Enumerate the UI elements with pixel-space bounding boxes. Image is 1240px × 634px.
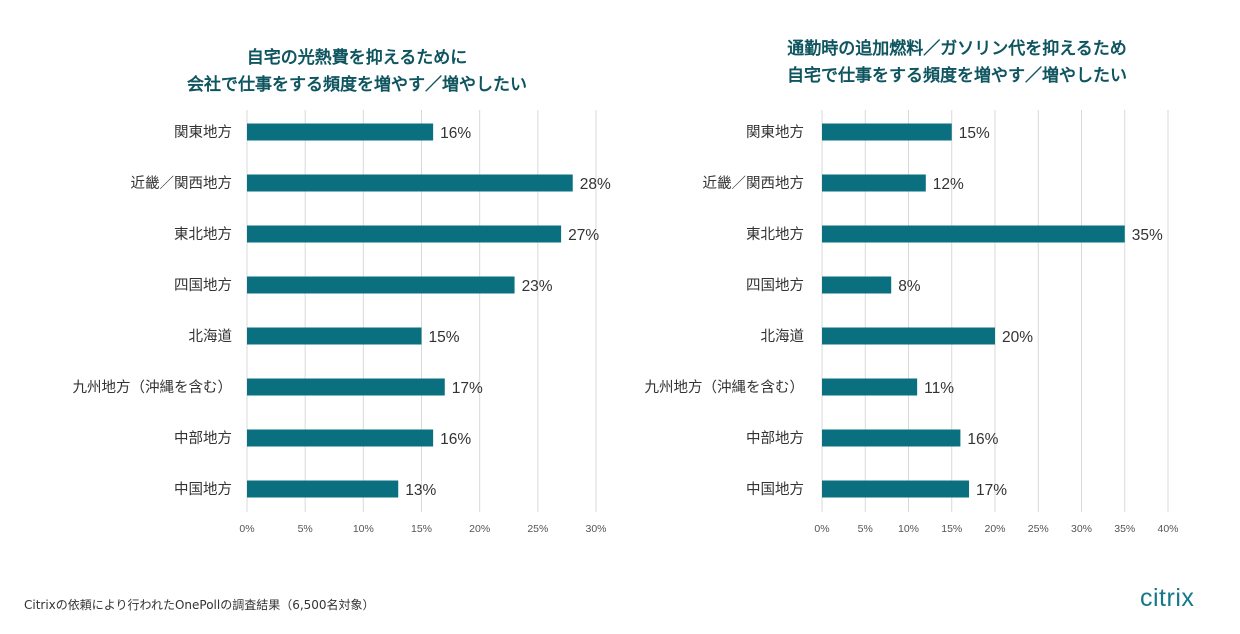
category-label-0-1: 近畿／関西地方 [131, 175, 233, 192]
x-tick-label-1-2: 10% [898, 523, 919, 535]
category-label-0-2: 東北地方 [174, 226, 232, 243]
x-tick-label-1-1: 5% [858, 523, 873, 535]
x-tick-label-0-6: 30% [585, 523, 606, 535]
data-label-0-0: 16% [440, 125, 471, 142]
x-tick-label-1-3: 15% [941, 523, 962, 535]
data-label-0-2: 27% [568, 227, 599, 244]
category-label-0-4: 北海道 [189, 328, 233, 345]
category-label-0-3: 四国地方 [174, 277, 232, 294]
x-tick-label-1-7: 35% [1114, 523, 1135, 535]
x-tick-label-0-3: 15% [411, 523, 432, 535]
data-label-1-5: 11% [924, 380, 954, 397]
category-label-0-7: 中国地方 [174, 481, 232, 498]
x-tick-label-1-6: 30% [1071, 523, 1092, 535]
x-tick-label-1-8: 40% [1157, 523, 1178, 535]
bar-0-0 [247, 123, 434, 141]
chart-office-energy-cost: 0% 5% 10% 15% 20% 25% 30% 自宅の光熱費を抑えるために会社で仕事をする… [73, 47, 611, 535]
data-label-0-3: 23% [522, 278, 553, 295]
x-tick-label-1-0: 0% [814, 523, 829, 535]
source-footnote: Citrixの依頼により行われたOnePollの調査結果（6,500名対象） [24, 598, 375, 612]
chart-home-fuel-cost: 0% 5% 10% 15% 20% 25% 30% 35% 40% 通勤時の追加燃料／ガソリン代を… [645, 38, 1179, 535]
citrix-logo: citrix [1140, 584, 1194, 612]
citrix-logo-text: citrix [1140, 584, 1194, 612]
chart-title-line-0-0: 自宅の光熱費を抑えるために [247, 47, 468, 68]
bar-0-7 [247, 480, 399, 498]
bar-1-5 [822, 378, 918, 396]
category-label-0-6: 中部地方 [174, 430, 232, 447]
bar-1-1 [822, 174, 926, 192]
chart-title-line-1-1: 自宅で仕事をする頻度を増やす／増やしたい [787, 65, 1127, 86]
category-label-1-4: 北海道 [761, 328, 805, 345]
bar-0-5 [247, 378, 445, 396]
data-label-1-6: 16% [967, 431, 998, 448]
x-tick-label-0-5: 25% [527, 523, 548, 535]
bar-1-4 [822, 327, 995, 345]
data-label-1-4: 20% [1002, 329, 1033, 346]
category-label-1-3: 四国地方 [746, 277, 804, 294]
category-label-1-5: 九州地方（沖縄を含む） [645, 379, 805, 396]
data-label-0-7: 13% [405, 482, 436, 499]
x-tick-label-0-2: 10% [353, 523, 374, 535]
bar-1-2 [822, 225, 1125, 243]
bar-0-6 [247, 429, 434, 447]
bar-0-1 [247, 174, 573, 192]
category-label-0-5: 九州地方（沖縄を含む） [73, 379, 233, 396]
bar-1-3 [822, 276, 892, 294]
data-label-1-0: 15% [959, 125, 990, 142]
data-label-0-6: 16% [440, 431, 471, 448]
category-label-0-0: 関東地方 [174, 124, 232, 141]
x-tick-label-0-0: 0% [239, 523, 254, 535]
x-tick-label-1-4: 20% [984, 523, 1005, 535]
bar-1-6 [822, 429, 961, 447]
category-label-1-1: 近畿／関西地方 [703, 175, 805, 192]
x-tick-label-1-5: 25% [1028, 523, 1049, 535]
bar-0-3 [247, 276, 515, 294]
data-label-0-5: 17% [452, 380, 483, 397]
data-label-1-2: 35% [1132, 227, 1163, 244]
data-label-1-1: 12% [933, 176, 964, 193]
category-label-1-2: 東北地方 [746, 226, 804, 243]
chart-title-line-0-1: 会社で仕事をする頻度を増やす／増やしたい [187, 74, 527, 95]
chart-title-line-1-0: 通勤時の追加燃料／ガソリン代を抑えるため [787, 38, 1127, 59]
data-label-0-1: 28% [580, 176, 611, 193]
category-label-1-7: 中国地方 [746, 481, 804, 498]
data-label-1-3: 8% [898, 278, 921, 295]
bar-0-2 [247, 225, 562, 243]
category-label-1-0: 関東地方 [746, 124, 804, 141]
bar-1-7 [822, 480, 970, 498]
data-label-0-4: 15% [429, 329, 460, 346]
x-tick-label-0-1: 5% [298, 523, 313, 535]
category-label-1-6: 中部地方 [746, 430, 804, 447]
bar-1-0 [822, 123, 952, 141]
data-label-1-7: 17% [976, 482, 1007, 499]
bar-0-4 [247, 327, 422, 345]
x-tick-label-0-4: 20% [469, 523, 490, 535]
